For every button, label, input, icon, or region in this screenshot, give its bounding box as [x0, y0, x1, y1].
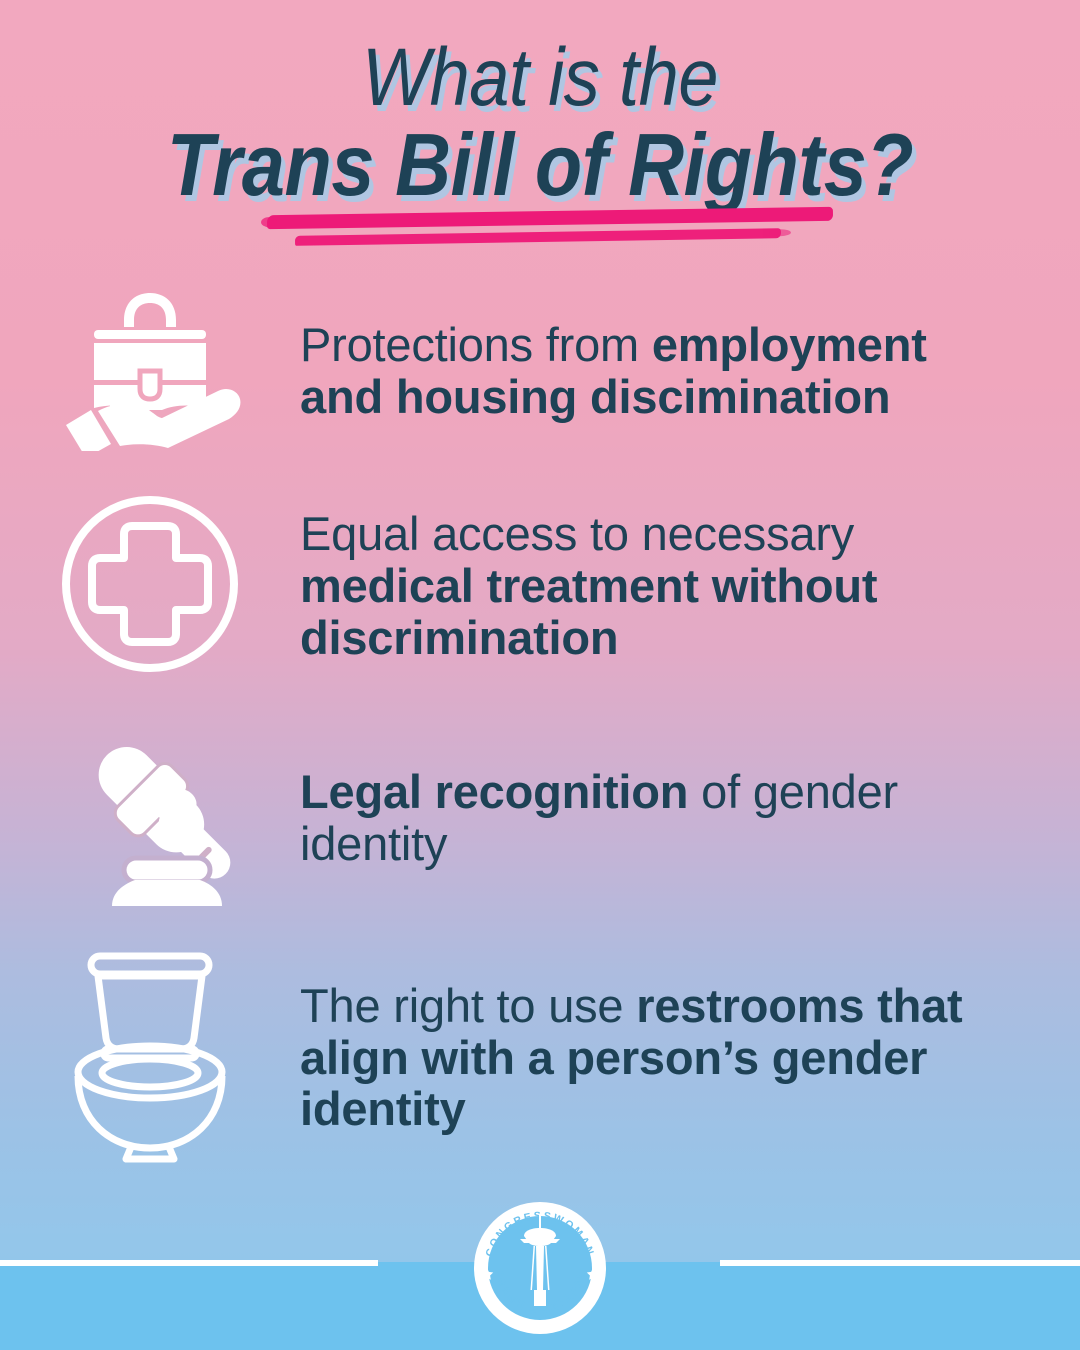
title-line-2: Trans Bill of Rights?	[166, 115, 914, 215]
text-cell: Equal access to necessary medical treatm…	[300, 508, 1080, 663]
brush-stroke-upper	[266, 206, 834, 230]
seal-star-right	[586, 1268, 600, 1280]
right-item-text: Legal recognition of gender identity	[300, 765, 898, 870]
icon-cell	[0, 286, 300, 458]
seal-center-icon-label: space-needle-icon	[0, 0, 1, 1]
right-item-text: Equal access to necessary medical treatm…	[300, 507, 878, 664]
space-needle-icon	[520, 1214, 560, 1306]
gavel-icon	[50, 716, 250, 921]
title-underline	[255, 205, 845, 260]
text-cell: The right to use restrooms that align wi…	[300, 980, 1080, 1135]
title-line-1: What is the	[361, 32, 719, 123]
footer-divider-left	[0, 1260, 378, 1266]
icon-cell	[0, 491, 300, 682]
right-item-restroom-access: The right to use restrooms that align wi…	[0, 950, 1080, 1165]
briefcase-on-hand-icon	[50, 286, 250, 458]
right-item-legal-recognition: Legal recognition of gender identity	[0, 718, 1080, 918]
right-item-employment-housing: Protections from employment and housing …	[0, 278, 1080, 463]
text-cell: Legal recognition of gender identity	[300, 766, 1080, 869]
icon-cell	[0, 948, 300, 1168]
icon-cell	[0, 716, 300, 921]
seal-star-left	[480, 1268, 494, 1280]
poster-title: What is the Trans Bill of Rights?	[0, 32, 1080, 215]
congresswoman-pramila-jayapal-seal: CONGRESSWOMAN PRAMILA JAYAPAL	[470, 1198, 610, 1338]
text-cell: Protections from employment and housing …	[300, 317, 1080, 423]
toilet-icon	[60, 948, 240, 1168]
right-item-text: The right to use restrooms that align wi…	[300, 978, 963, 1136]
brush-stroke-lower	[294, 228, 782, 246]
footer-divider-right	[720, 1260, 1080, 1266]
right-item-medical-access: Equal access to necessary medical treatm…	[0, 486, 1080, 686]
medical-cross-circle-icon	[57, 491, 243, 682]
right-item-text: Protections from employment and housing …	[300, 317, 927, 423]
